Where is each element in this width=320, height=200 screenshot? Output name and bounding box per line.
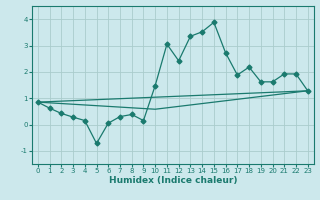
X-axis label: Humidex (Indice chaleur): Humidex (Indice chaleur) [108, 176, 237, 185]
